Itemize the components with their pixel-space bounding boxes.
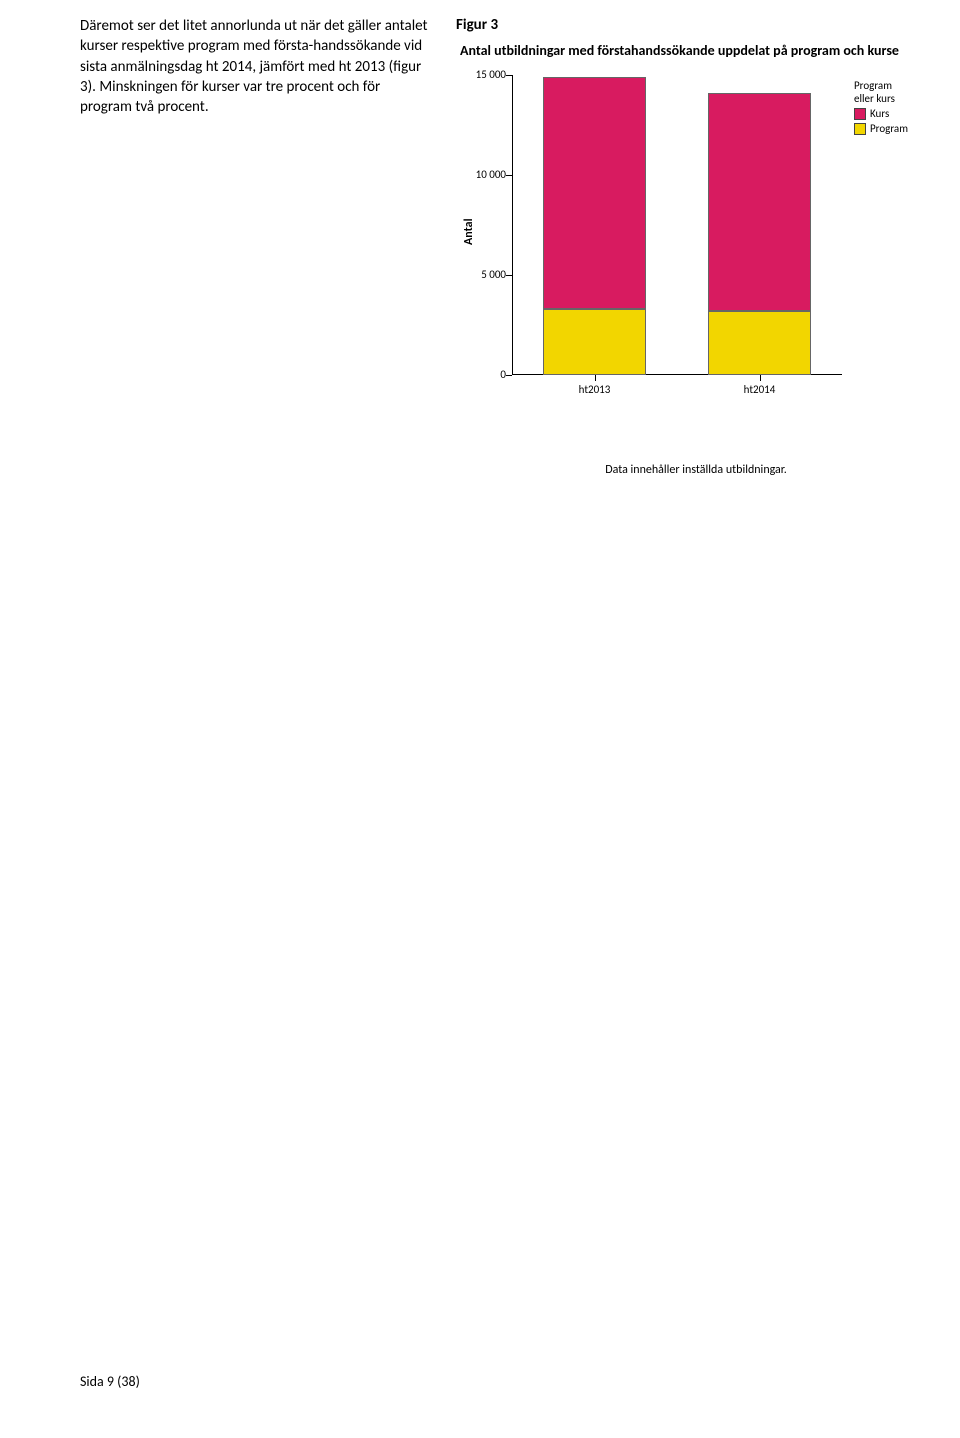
x-tick-mark	[760, 375, 761, 381]
content-columns: Däremot ser det litet annorlunda ut när …	[80, 16, 936, 477]
legend-title: Program eller kurs	[854, 79, 908, 105]
x-tick-mark	[595, 375, 596, 381]
chart-title: Antal utbildningar med förstahandssökand…	[460, 42, 936, 59]
legend-swatch	[854, 123, 866, 135]
y-tick-mark	[506, 175, 512, 176]
legend-item: Program	[854, 122, 908, 135]
legend: Program eller kurs Kurs Program	[854, 79, 908, 137]
bar-segment	[708, 93, 810, 311]
figure-column: Figur 3 Antal utbildningar med förstahan…	[456, 16, 936, 477]
bar-segment	[708, 311, 810, 375]
bar-segment	[543, 309, 645, 375]
x-tick-label: ht2013	[579, 383, 611, 396]
legend-swatch	[854, 108, 866, 120]
y-axis-label: Antal	[462, 218, 476, 245]
stacked-bar-chart: Antal 0 5 000 10 000 15 000 ht2013 ht2014 Progr…	[456, 65, 936, 445]
bar-group	[708, 75, 810, 375]
chart-caption: Data innehåller inställda utbildningar.	[456, 463, 936, 477]
legend-label: Program	[870, 122, 908, 135]
figure-label: Figur 3	[456, 16, 936, 34]
legend-item: Kurs	[854, 107, 908, 120]
bar-group	[543, 75, 645, 375]
y-tick-mark	[506, 275, 512, 276]
y-tick-mark	[506, 75, 512, 76]
paragraph: Däremot ser det litet annorlunda ut när …	[80, 16, 432, 117]
x-tick-label: ht2014	[744, 383, 776, 396]
bar-segment	[543, 77, 645, 309]
y-tick-label: 5 000	[462, 268, 506, 281]
body-text: Däremot ser det litet annorlunda ut när …	[80, 16, 432, 477]
page: Däremot ser det litet annorlunda ut när …	[0, 0, 960, 1438]
y-tick-label: 0	[462, 368, 506, 381]
y-tick-label: 10 000	[462, 168, 506, 181]
legend-label: Kurs	[870, 107, 889, 120]
page-footer: Sida 9 (38)	[80, 1373, 140, 1390]
y-tick-label: 15 000	[462, 68, 506, 81]
y-tick-mark	[506, 375, 512, 376]
